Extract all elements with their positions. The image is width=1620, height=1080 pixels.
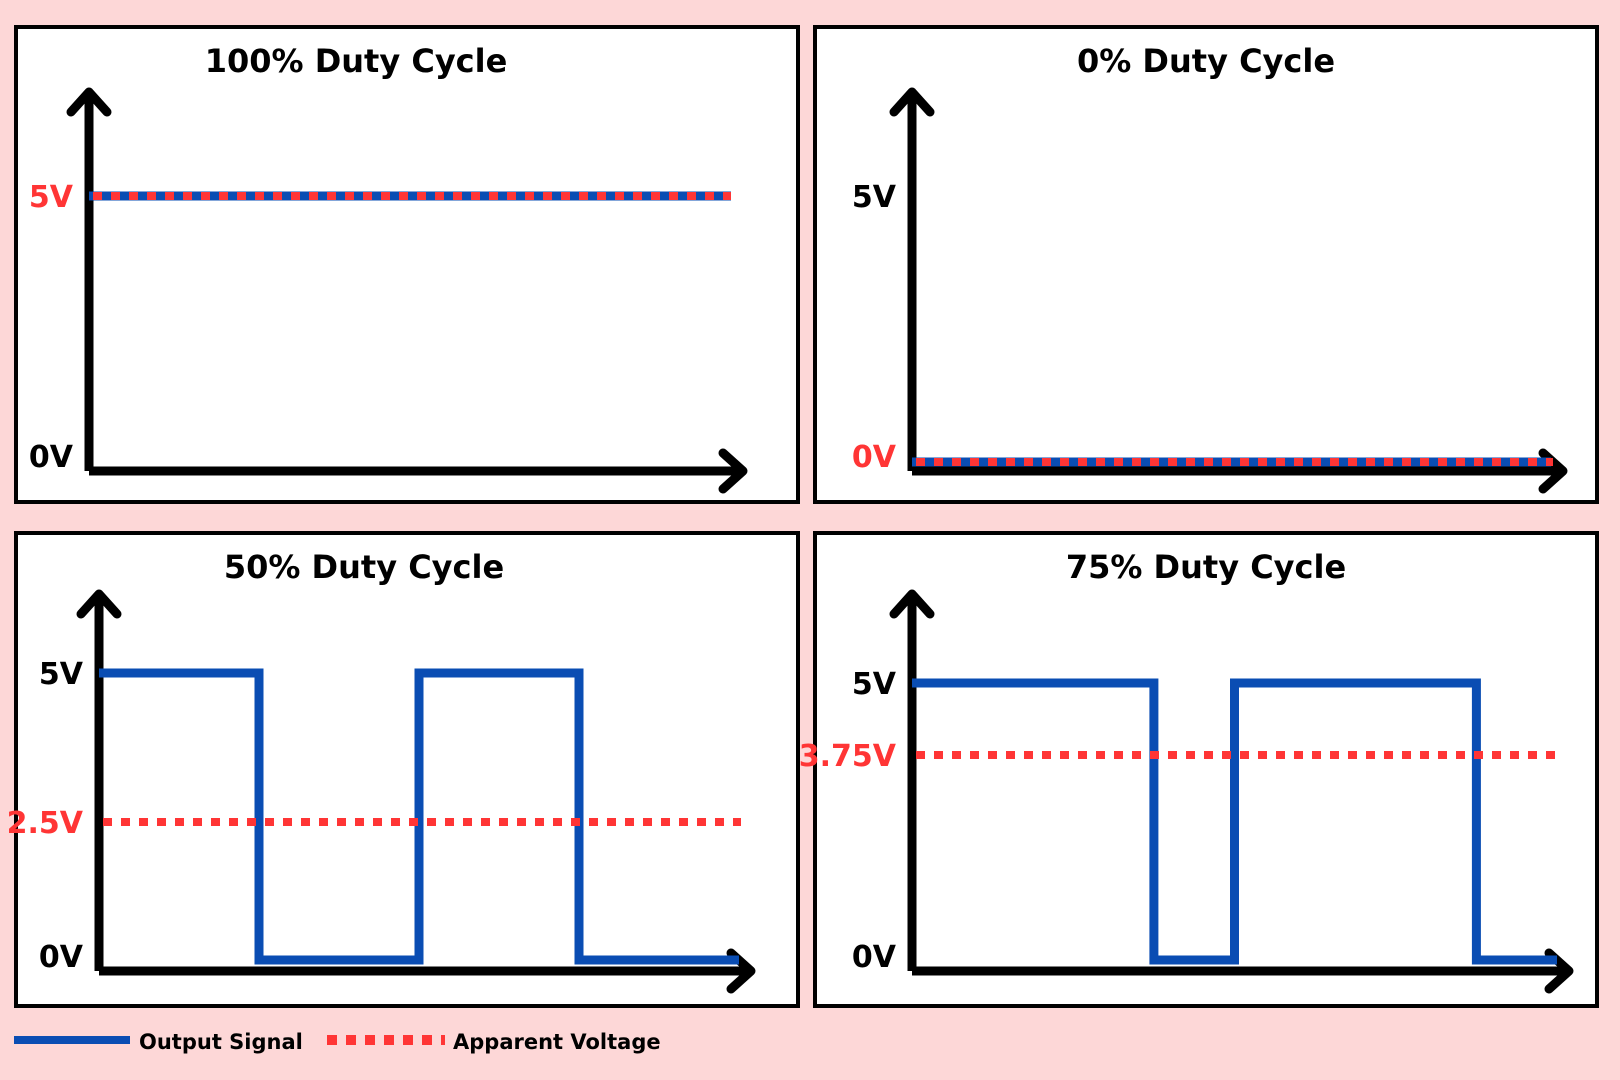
voltage-label: 0V <box>39 940 84 975</box>
panel-2: 0% Duty Cycle 5V 0V <box>813 25 1599 504</box>
voltage-label: 0V <box>29 440 74 475</box>
y-axis-arrowhead <box>66 87 112 117</box>
panel-4: 75% Duty Cycle 5V 3.75V 0V <box>799 531 1599 1008</box>
legend: Output Signal Apparent Voltage <box>14 1030 661 1054</box>
panel-frame <box>813 25 1599 504</box>
panel-3: 50% Duty Cycle 5V 2.5V 0V <box>7 531 800 1008</box>
panel-title: 50% Duty Cycle <box>224 548 504 586</box>
y-axis-arrowhead <box>889 589 935 619</box>
voltage-label: 0V <box>852 940 897 975</box>
voltage-label: 0V <box>852 440 897 475</box>
panel-1: 100% Duty Cycle 5V 0V <box>14 25 800 504</box>
voltage-label: 3.75V <box>799 739 897 774</box>
panel-frame <box>14 531 800 1008</box>
panel-title: 0% Duty Cycle <box>1077 42 1335 80</box>
voltage-label: 5V <box>852 180 897 215</box>
voltage-label: 5V <box>39 657 84 692</box>
y-axis-arrowhead <box>889 87 935 117</box>
panel-frame <box>14 25 800 504</box>
output-signal-line <box>99 668 739 965</box>
panel-title: 75% Duty Cycle <box>1066 548 1346 586</box>
legend-output-label: Output Signal <box>139 1030 303 1054</box>
panel-frame <box>813 531 1599 1008</box>
legend-apparent-label: Apparent Voltage <box>453 1030 661 1054</box>
voltage-label: 5V <box>29 180 74 215</box>
panel-title: 100% Duty Cycle <box>205 42 508 80</box>
output-signal-line <box>912 678 1557 965</box>
voltage-label: 2.5V <box>7 806 84 841</box>
x-axis-arrowhead <box>718 448 748 494</box>
voltage-label: 5V <box>852 667 897 702</box>
y-axis-arrowhead <box>76 589 122 619</box>
